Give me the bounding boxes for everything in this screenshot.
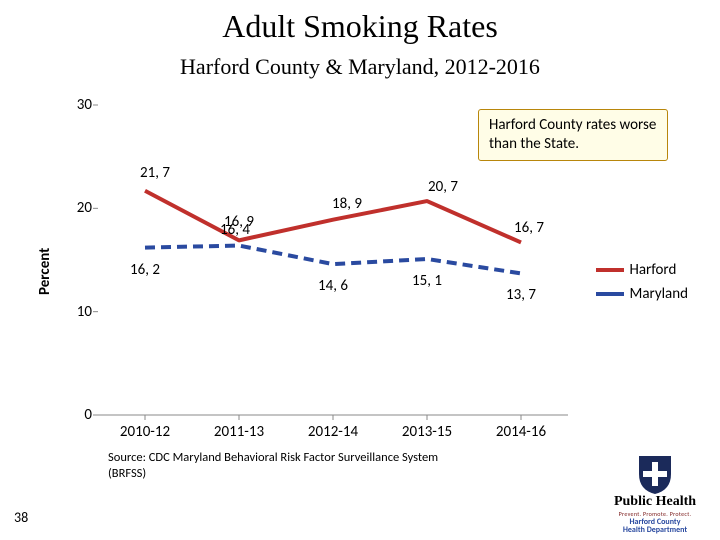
slide-subtitle: Harford County & Maryland, 2012-2016 [0, 54, 720, 80]
x-tick-label: 2010-12 [120, 423, 170, 441]
x-tick-label: 2013-15 [402, 423, 452, 441]
data-label: 14, 6 [318, 277, 348, 295]
y-tick-label: 0 [66, 406, 92, 424]
legend: Harford Maryland [596, 255, 689, 309]
logo-line3b: Health Department [600, 526, 710, 534]
data-label: 21, 7 [140, 164, 170, 182]
data-label: 16, 4 [220, 221, 250, 239]
shield-icon [633, 452, 677, 496]
source-citation: Source: CDC Maryland Behavioral Risk Fac… [108, 450, 468, 481]
legend-label: Maryland [630, 285, 689, 303]
y-axis-label: Percent [36, 248, 54, 295]
legend-label: Harford [630, 261, 677, 279]
x-tick-label: 2011-13 [214, 423, 264, 441]
footer-logo: Public Health Prevent. Promote. Protect.… [600, 452, 710, 534]
y-tick-label: 20 [66, 199, 92, 217]
logo-line1: Public Health [600, 494, 710, 510]
data-label: 20, 7 [428, 178, 458, 196]
legend-item: Maryland [596, 285, 689, 303]
slide-title: Adult Smoking Rates [0, 8, 720, 45]
data-label: 13, 7 [506, 286, 536, 304]
legend-item: Harford [596, 261, 689, 279]
annotation-callout: Harford County rates worse than the Stat… [478, 109, 668, 161]
y-tick-label: 10 [66, 303, 92, 321]
data-label: 18, 9 [332, 195, 362, 213]
data-label: 15, 1 [412, 272, 442, 290]
page-number: 38 [14, 509, 28, 526]
y-tick-label: 30 [66, 96, 92, 114]
legend-swatch [596, 292, 624, 296]
x-tick-label: 2014-16 [496, 423, 546, 441]
x-tick-label: 2012-14 [308, 423, 358, 441]
data-label: 16, 2 [130, 261, 160, 279]
legend-swatch [596, 268, 624, 272]
chart-area: Percent 0 10 20 30 2010-12 2011-13 2012-14 2013… [30, 95, 690, 455]
data-label: 16, 7 [514, 219, 544, 237]
